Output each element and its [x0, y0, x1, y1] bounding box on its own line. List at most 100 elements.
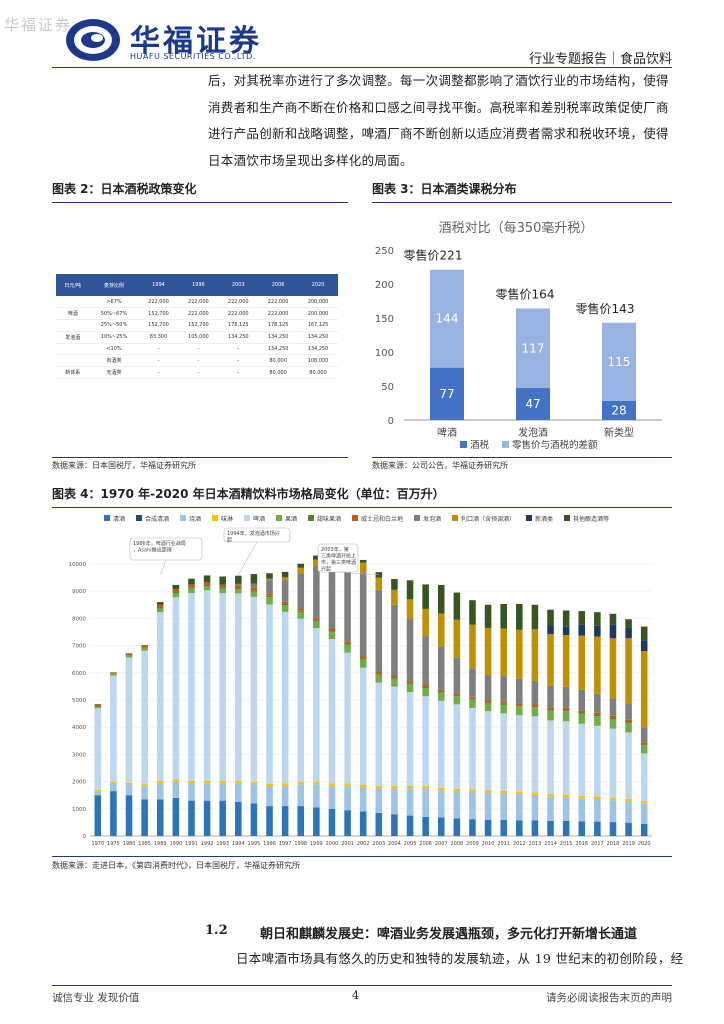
- data-label: 28: [611, 403, 626, 417]
- bar-segment: [219, 593, 226, 781]
- table-header-cell: 麦芽比例: [89, 274, 139, 296]
- bar-segment: [625, 627, 632, 639]
- bar-segment: [172, 584, 180, 590]
- bar-segment: [281, 806, 289, 836]
- table-cell: 80,000: [258, 354, 299, 368]
- x-tick-label: 1995: [248, 841, 261, 847]
- bar-segment: [500, 603, 507, 629]
- bar-segment: [297, 784, 305, 807]
- bar-segment: [344, 810, 351, 836]
- bar-segment: [594, 636, 601, 694]
- bar-segment: [640, 800, 648, 804]
- bar-segment: [375, 673, 383, 675]
- annotation-connector: [159, 559, 167, 575]
- bar-segment: [266, 580, 273, 594]
- legend-swatch: [104, 515, 110, 521]
- x-tick-label: 2008: [450, 841, 463, 847]
- bar-segment: [250, 591, 258, 597]
- table-row: >67% 222,000 222,000 222,000 222,000 200,000: [56, 296, 338, 309]
- bar-segment: [547, 710, 554, 721]
- watermark: 华福证券: [4, 16, 73, 34]
- table-cell: 105,000: [178, 331, 219, 344]
- bar-segment: [547, 709, 554, 711]
- table-cell: 50%~67%: [89, 307, 139, 321]
- bar-segment: [516, 603, 523, 630]
- bar-segment: [578, 710, 586, 713]
- bar-segment: [406, 788, 414, 816]
- bar-segment: [203, 586, 211, 591]
- table-cell: 200,000: [298, 296, 338, 309]
- x-tick-label: 1980: [123, 841, 136, 847]
- bar-segment: [430, 367, 464, 420]
- x-tick-label: 2000: [326, 841, 339, 847]
- bar-segment: [141, 650, 148, 785]
- bar-segment: [188, 780, 195, 783]
- bar-segment: [281, 611, 289, 784]
- y-tick-label: 150: [375, 314, 394, 325]
- bar-segment: [344, 567, 351, 642]
- bar-segment: [172, 593, 180, 598]
- bar-segment: [141, 799, 148, 836]
- table-cell: -: [138, 354, 179, 368]
- fig4-chart: 清酒 合成清酒 烧酒 味淋 啤酒 果酒 甜味果酒 威士忌和白兰地 发泡酒 利口酒（含预调酒） 新酒类…: [69, 515, 652, 847]
- fig4-bottom-rule: [52, 856, 672, 857]
- bar-segment: [594, 821, 601, 836]
- bar-segment: [469, 698, 476, 700]
- bar-segment: [219, 587, 226, 589]
- fig4-source: 数据来源：走进日本，《第四消费时代》，日本国税厅，华福证券研究所: [52, 861, 300, 870]
- bar-segment: [344, 783, 351, 786]
- y-tick-label: 50: [381, 382, 394, 393]
- table-cell: 200,000: [298, 307, 338, 321]
- bar-segment: [156, 604, 164, 608]
- bar-segment: [281, 577, 289, 581]
- bar-segment: [94, 791, 102, 796]
- x-tick-label: 1999: [310, 841, 323, 847]
- table-cell: 啤酒: [56, 307, 90, 321]
- legend-label: 啤酒: [253, 515, 265, 523]
- bar-segment: [594, 796, 601, 800]
- table-cell: 178,125: [258, 319, 299, 332]
- bar-segment: [141, 785, 148, 800]
- bar-segment: [453, 693, 461, 696]
- section-title: 朝日和麒麟发展史：啤酒业务发展遇瓶颈，多元化打开新增长通道: [260, 927, 638, 942]
- bar-segment: [250, 784, 258, 804]
- bar-segment: [313, 781, 320, 785]
- bar-segment: [406, 599, 414, 619]
- legend-label: 烧酒: [189, 515, 201, 523]
- bar-segment: [453, 788, 461, 792]
- bar-segment: [562, 797, 570, 821]
- legend-label: 果酒: [285, 515, 297, 523]
- bar-segment: [531, 792, 539, 795]
- bar-segment: [437, 700, 445, 788]
- y-tick-label: 7000: [72, 644, 86, 650]
- fig2-bottom-rule: [52, 457, 348, 458]
- bar-segment: [219, 576, 226, 585]
- table-cell: 无酒类: [89, 366, 139, 380]
- bar-segment: [562, 711, 570, 722]
- paragraph-line: 进行产品创新和战略调整，啤酒厂商不断创新以适应消费者需求和税收环境，使得: [208, 126, 669, 141]
- bar-segment: [328, 632, 336, 640]
- bar-segment: [578, 712, 586, 714]
- bar-segment: [578, 798, 586, 822]
- fig2-top-rule: [52, 202, 348, 203]
- paragraph-line: 消费者和生产商不断在价格和口感之间寻找平衡。高税率和差别税率政策促使厂商: [208, 99, 669, 115]
- bar-segment: [313, 784, 320, 808]
- bar-segment: [562, 626, 570, 635]
- bar-segment: [406, 580, 414, 600]
- bar-segment: [406, 785, 414, 789]
- bar-segment: [110, 781, 117, 783]
- bar-segment: [516, 820, 523, 836]
- x-tick-label: 1991: [185, 841, 198, 847]
- y-tick-label: 0: [388, 416, 394, 427]
- bar-segment: [453, 791, 461, 819]
- bar-segment: [516, 791, 523, 794]
- annotation-text: 市，第三类啤酒: [321, 559, 356, 566]
- bar-segment: [453, 696, 461, 705]
- table-cell: 134,250: [258, 343, 299, 356]
- bar-segment: [94, 706, 102, 709]
- bar-segment: [422, 584, 429, 609]
- table-header-cell: 2020: [298, 274, 338, 296]
- bar-segment: [594, 693, 601, 713]
- annotation-connector: [238, 541, 258, 576]
- fig2-source: 数据来源：日本国税厅，华福证券研究所: [52, 461, 196, 470]
